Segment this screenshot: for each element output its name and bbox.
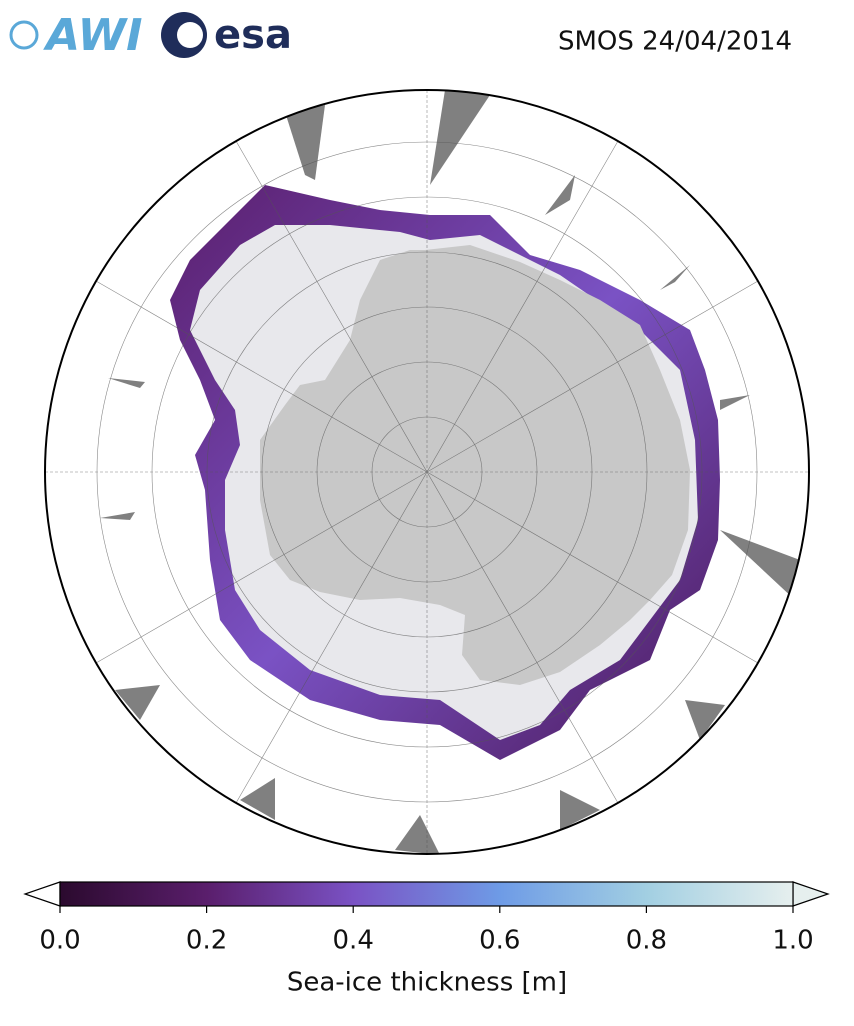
colorbar-label: Sea-ice thickness [m] [287,968,567,998]
colorbar-tick-label: 0.2 [186,926,227,956]
colorbar-gradient [59,881,794,907]
colorbar-tick-label: 0.8 [626,926,667,956]
colorbar-tick-label: 1.0 [772,926,813,956]
graticule [45,90,809,854]
colorbar: Sea-ice thickness [m] 0.0 0.2 0.4 0.6 0.8 1.0 [23,881,830,998]
colorbar-tick-label: 0.6 [479,926,520,956]
esa-text: esa [214,12,292,58]
missing-data [100,90,800,854]
colorbar-tick-label: 0.4 [333,926,374,956]
colorbar-under [23,881,61,907]
colorbar-over [792,881,830,907]
esa-logo: esa [161,12,292,58]
map [45,90,809,854]
awi-text: AWI [43,10,143,61]
map-frame [44,89,810,855]
map-title: SMOS 24/04/2014 [558,27,792,57]
awi-logo: AWI [9,10,143,61]
colorbar-tick-label: 0.0 [39,926,80,956]
